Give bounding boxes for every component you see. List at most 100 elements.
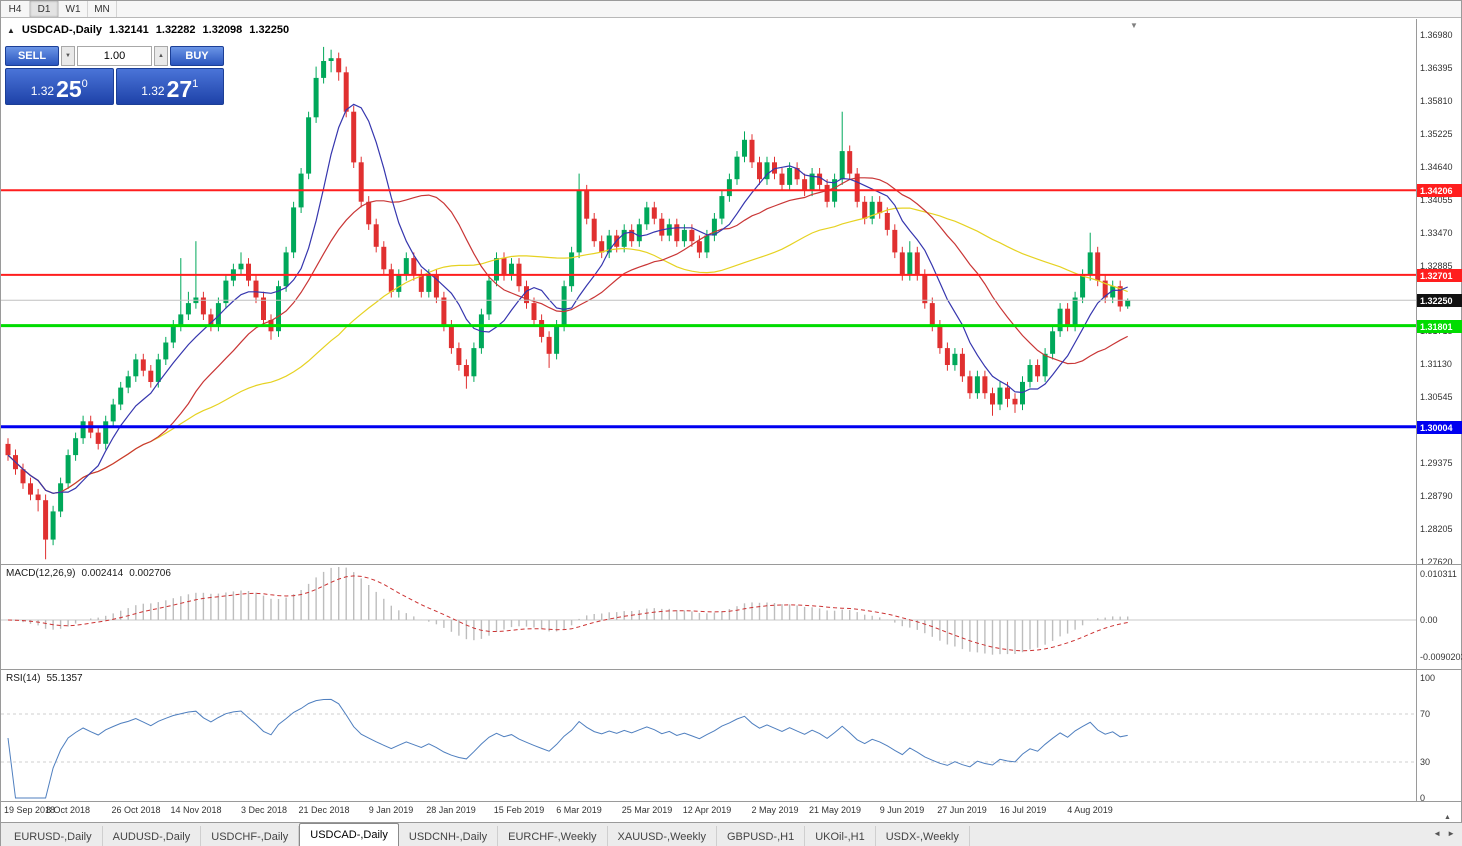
time-axis-label: 9 Jun 2019 bbox=[879, 805, 925, 815]
chart-symbol: USDCAD-,Daily bbox=[21, 24, 102, 36]
macd-scale-zero: 0.00 bbox=[1420, 615, 1438, 625]
time-axis-label: 27 Jun 2019 bbox=[937, 805, 987, 815]
chart-tab-audusd-daily[interactable]: AUDUSD-,Daily bbox=[103, 826, 202, 846]
rsi-scale-100: 100 bbox=[1420, 673, 1436, 683]
time-axis-label: 26 Oct 2018 bbox=[111, 805, 161, 815]
rsi-scale-0: 0 bbox=[1420, 793, 1426, 803]
price-axis-label: 1.33470 bbox=[1420, 228, 1453, 238]
price-level-badge: 1.30004 bbox=[1417, 421, 1462, 434]
time-axis-label: 4 Aug 2019 bbox=[1067, 805, 1113, 815]
scrollbar-button[interactable]: ▲ bbox=[1444, 814, 1451, 821]
chart-tab-eurusd-daily[interactable]: EURUSD-,Daily bbox=[4, 826, 103, 846]
rsi-scale-70: 70 bbox=[1420, 709, 1431, 719]
time-axis-label: 8 Oct 2018 bbox=[45, 805, 91, 815]
price-axis-label: 1.32885 bbox=[1420, 261, 1453, 271]
price-axis-label: 1.31130 bbox=[1420, 359, 1452, 369]
price-level-badge: 1.32250 bbox=[1417, 294, 1462, 307]
rsi-value: 55.1357 bbox=[46, 673, 83, 684]
chart-shift-marker-icon: ▼ bbox=[1130, 21, 1138, 30]
rsi-indicator-panel[interactable]: RSI(14) 55.1357 bbox=[1, 670, 1417, 801]
sell-price-display[interactable]: 1.32 25 0 bbox=[5, 68, 114, 105]
macd-name: MACD(12,26,9) bbox=[6, 568, 76, 579]
tab-scroll-right-icon[interactable]: ► bbox=[1447, 829, 1455, 838]
panel-divider bbox=[1, 564, 1462, 565]
time-axis-label: 6 Mar 2019 bbox=[556, 805, 602, 815]
price-axis-label: 1.27620 bbox=[1420, 557, 1453, 567]
panel-divider bbox=[1, 669, 1462, 670]
price-axis-label: 1.28205 bbox=[1420, 524, 1453, 534]
price-level-badge: 1.31801 bbox=[1417, 320, 1462, 333]
price-level-badge: 1.32701 bbox=[1417, 269, 1462, 282]
rsi-label: RSI(14) 55.1357 bbox=[6, 673, 83, 684]
tab-scroll-controls: ◄ ► bbox=[1433, 829, 1455, 838]
timeframe-w1[interactable]: W1 bbox=[59, 1, 88, 17]
volume-increase-button[interactable]: ▲ bbox=[154, 46, 168, 66]
chart-tab-usdchf-daily[interactable]: USDCHF-,Daily bbox=[201, 826, 300, 846]
time-axis[interactable]: 19 Sep 2018 8 Oct 2018 26 Oct 2018 14 Nov 2… bbox=[1, 802, 1417, 818]
price-axis-divider bbox=[1416, 19, 1417, 801]
volume-input[interactable]: 1.00 bbox=[77, 46, 152, 66]
price-axis-label: 1.34640 bbox=[1420, 162, 1453, 172]
macd-indicator-panel[interactable]: MACD(12,26,9) 0.002414 0.002706 bbox=[1, 565, 1417, 669]
chart-title: ▲ USDCAD-,Daily 1.32141 1.32282 1.32098 … bbox=[7, 24, 289, 36]
buy-price-pips: 27 bbox=[166, 76, 193, 102]
macd-main-value: 0.002414 bbox=[81, 568, 124, 579]
one-click-trading-panel: SELL ▼ 1.00 ▲ BUY 1.32 25 0 1.32 27 1 bbox=[5, 46, 224, 105]
ohlc-low: 1.32098 bbox=[202, 24, 243, 36]
rsi-scale-30: 30 bbox=[1420, 757, 1431, 767]
price-chart-panel[interactable]: ▲ USDCAD-,Daily 1.32141 1.32282 1.32098 … bbox=[1, 19, 1417, 564]
ohlc-close: 1.32250 bbox=[249, 24, 290, 36]
ohlc-open: 1.32141 bbox=[109, 24, 149, 36]
timeframe-d1[interactable]: D1 bbox=[30, 1, 59, 17]
sell-price-sup: 0 bbox=[81, 78, 88, 90]
rsi-canvas[interactable] bbox=[1, 670, 1416, 801]
time-axis-label: 25 Mar 2019 bbox=[621, 805, 673, 815]
price-chart-canvas[interactable] bbox=[1, 19, 1416, 564]
sell-button[interactable]: SELL bbox=[5, 46, 59, 66]
price-axis-label: 1.29375 bbox=[1420, 458, 1453, 468]
price-axis-label: 1.36395 bbox=[1420, 63, 1453, 73]
chart-tab-ukoil-h1[interactable]: UKOil-,H1 bbox=[805, 826, 876, 846]
volume-decrease-button[interactable]: ▼ bbox=[61, 46, 75, 66]
buy-price-sup: 1 bbox=[192, 78, 199, 90]
price-axis[interactable]: 0.010311 0.00 -0.0090203 100 70 30 0 1.3… bbox=[1417, 19, 1462, 803]
buy-button[interactable]: BUY bbox=[170, 46, 224, 66]
time-axis-label: 28 Jan 2019 bbox=[426, 805, 476, 815]
time-axis-label: 19 Sep 2018 bbox=[4, 805, 56, 815]
buy-price-prefix: 1.32 bbox=[141, 84, 165, 98]
timeframe-h4[interactable]: H4 bbox=[1, 1, 30, 17]
chart-tab-usdcnh-daily[interactable]: USDCNH-,Daily bbox=[399, 826, 499, 846]
buy-price-display[interactable]: 1.32 27 1 bbox=[115, 68, 224, 105]
time-axis-label: 2 May 2019 bbox=[751, 805, 799, 815]
sell-price-pips: 25 bbox=[56, 76, 82, 102]
panel-divider bbox=[1, 801, 1462, 802]
time-axis-label: 16 Jul 2019 bbox=[999, 805, 1047, 815]
rsi-name: RSI(14) bbox=[6, 673, 41, 684]
macd-scale-top: 0.010311 bbox=[1420, 569, 1457, 579]
macd-scale-bottom: -0.0090203 bbox=[1420, 652, 1462, 662]
chart-tab-eurchf-weekly[interactable]: EURCHF-,Weekly bbox=[498, 826, 608, 846]
time-axis-label: 21 Dec 2018 bbox=[298, 805, 350, 815]
sell-price-prefix: 1.32 bbox=[30, 84, 55, 98]
chart-tab-usdx-weekly[interactable]: USDX-,Weekly bbox=[876, 826, 970, 846]
chart-tab-xauusd-weekly[interactable]: XAUUSD-,Weekly bbox=[608, 826, 717, 846]
price-axis-label: 1.36980 bbox=[1420, 30, 1453, 40]
time-axis-label: 12 Apr 2019 bbox=[682, 805, 732, 815]
chart-tab-usdcad-daily[interactable]: USDCAD-,Daily bbox=[299, 823, 399, 846]
chart-tab-bar: EURUSD-,Daily AUDUSD-,Daily USDCHF-,Daily U… bbox=[1, 822, 1462, 846]
time-axis-label: 14 Nov 2018 bbox=[170, 805, 222, 815]
time-axis-label: 15 Feb 2019 bbox=[493, 805, 545, 815]
ohlc-high: 1.32282 bbox=[155, 24, 196, 36]
time-axis-label: 9 Jan 2019 bbox=[368, 805, 414, 815]
tab-scroll-left-icon[interactable]: ◄ bbox=[1433, 829, 1442, 838]
price-axis-label: 1.35225 bbox=[1420, 129, 1453, 139]
chart-tab-gbpusd-h1[interactable]: GBPUSD-,H1 bbox=[717, 826, 806, 846]
timeframe-mn[interactable]: MN bbox=[88, 1, 117, 17]
price-axis-label: 1.35810 bbox=[1420, 96, 1453, 106]
macd-canvas[interactable] bbox=[1, 565, 1416, 669]
timeframe-toolbar: H4 D1 W1 MN bbox=[1, 1, 1461, 18]
time-axis-label: 21 May 2019 bbox=[808, 805, 862, 815]
price-level-badge: 1.34206 bbox=[1417, 184, 1462, 197]
symbol-arrow-icon: ▲ bbox=[7, 25, 15, 35]
